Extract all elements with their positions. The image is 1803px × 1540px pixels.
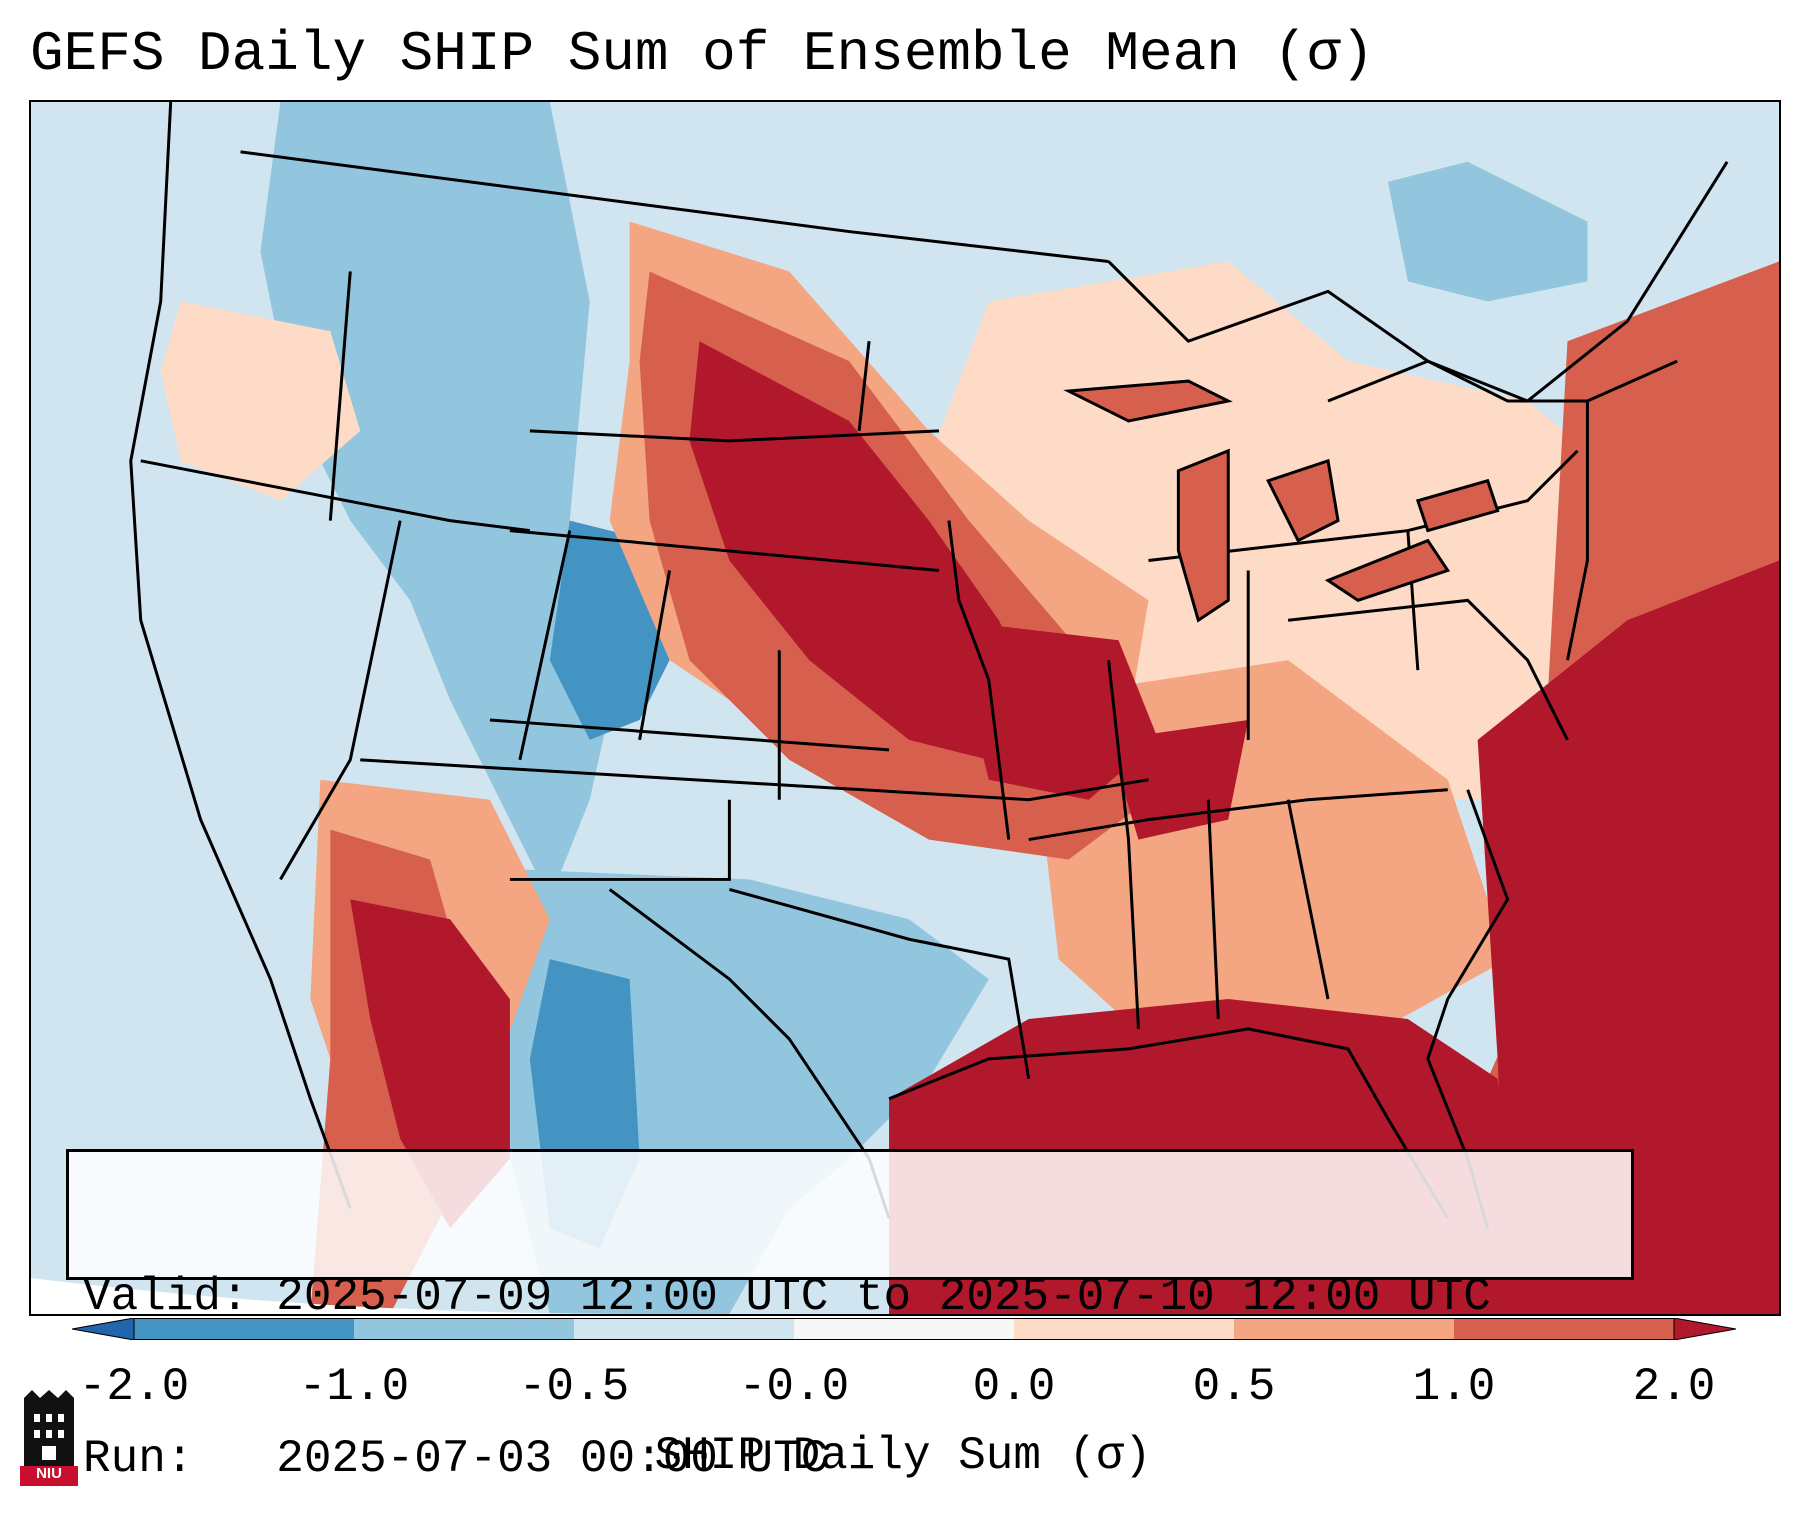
west-blue-region xyxy=(260,102,630,900)
ship-anomaly-map xyxy=(31,102,1779,1314)
niu-logo-text: NIU xyxy=(36,1465,62,1482)
colorbar-tick-label: 0.0 xyxy=(972,1361,1056,1413)
colorbar-bin xyxy=(574,1318,795,1340)
colorbar-over-arrow xyxy=(1673,1318,1736,1340)
map-panel xyxy=(29,100,1781,1316)
run-time-text: Run: 2025-07-03 00:00 UTC xyxy=(83,1433,829,1485)
map-title: GEFS Daily SHIP Sum of Ensemble Mean (σ) xyxy=(30,22,1375,86)
mexico-darkred xyxy=(350,899,510,1229)
colorbar xyxy=(72,1318,1736,1340)
colorbar-tick-label: 0.5 xyxy=(1192,1361,1276,1413)
colorbar-label: SHIP Daily Sum (σ) xyxy=(654,1430,1152,1482)
colorbar-tick-label: -2.0 xyxy=(78,1361,190,1413)
colorbar-under-arrow xyxy=(72,1318,135,1340)
state-boundaries xyxy=(129,102,1729,1229)
valid-run-info-box: Valid: 2025-07-09 12:00 UTC to 2025-07-1… xyxy=(66,1149,1634,1485)
colorbar-tick-label: -1.0 xyxy=(298,1361,410,1413)
valid-time-text: Valid: 2025-07-09 12:00 UTC to 2025-07-1… xyxy=(83,1271,1491,1323)
colorbar-swatches xyxy=(72,1318,1736,1340)
colorbar-bin xyxy=(354,1318,575,1340)
colorbar-tick-label: 1.0 xyxy=(1412,1361,1496,1413)
colorbar-bin xyxy=(1014,1318,1235,1340)
colorbar-tick-label: -0.0 xyxy=(738,1361,850,1413)
northwest-peach xyxy=(160,301,361,501)
colorbar-bin xyxy=(134,1318,355,1340)
plains-darkred-core xyxy=(689,341,1039,760)
atlantic-darkred xyxy=(1477,560,1779,1314)
niu-logo-icon xyxy=(20,1390,78,1486)
tennessee-darkred xyxy=(1108,719,1249,840)
colorbar-bin xyxy=(794,1318,1015,1340)
colorbar-bin xyxy=(1454,1318,1675,1340)
colorbar-tick-label: -0.5 xyxy=(518,1361,630,1413)
map-edge-fade xyxy=(31,1278,630,1314)
missouri-darkred-core xyxy=(948,620,1159,800)
canada-blue-patch xyxy=(1387,161,1588,302)
great-lakes xyxy=(1063,379,1500,623)
colorbar-tick-label: 2.0 xyxy=(1632,1361,1716,1413)
colorbar-bin xyxy=(1234,1318,1455,1340)
niu-logo: NIU xyxy=(20,1390,78,1486)
